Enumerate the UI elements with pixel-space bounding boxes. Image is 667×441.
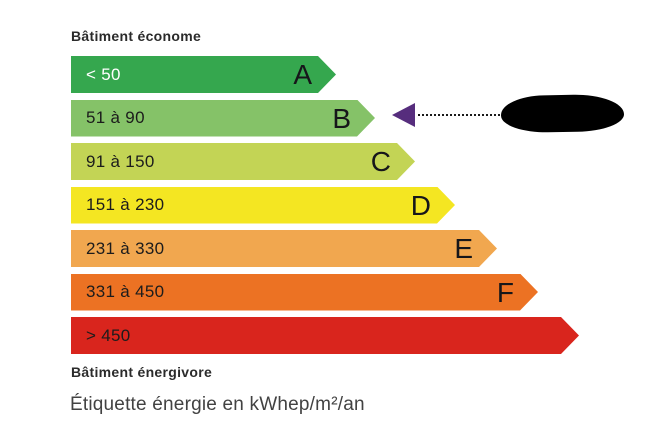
bar-f-grade-letter: F: [496, 276, 514, 308]
bar-grade-g: > 450: [71, 317, 579, 354]
bar-grade-a: < 50 A: [71, 56, 336, 93]
bar-grade-e: 231 à 330 E: [71, 230, 497, 267]
bar-b-range-label: 51 à 90: [86, 108, 145, 127]
bar-grade-c: 91 à 150 C: [71, 143, 415, 180]
label-caption: Étiquette énergie en kWhep/m²/an: [70, 394, 365, 415]
label-economical-building: Bâtiment économe: [71, 28, 202, 44]
bar-grade-d: 151 à 230 D: [71, 187, 455, 224]
rating-arrow-icon: [392, 103, 415, 127]
bar-c-grade-letter: C: [370, 146, 391, 177]
rating-bars: < 50 A 51 à 90 B 91 à 150 C 151 à 230 D …: [71, 56, 579, 361]
redaction-blob: [500, 93, 625, 134]
bar-a-range-label: < 50: [86, 64, 121, 84]
bar-a-grade-letter: A: [293, 59, 312, 90]
bar-d-grade-letter: D: [410, 189, 431, 221]
bar-b-grade-letter: B: [332, 102, 351, 134]
bar-grade-b: 51 à 90 B: [71, 100, 375, 137]
bar-grade-f: 331 à 450 F: [71, 274, 538, 311]
bar-e-grade-letter: E: [454, 233, 473, 264]
bar-c-range-label: 91 à 150: [86, 151, 155, 171]
dotted-leader-line: [418, 114, 500, 116]
bar-g-range-label: > 450: [86, 325, 131, 345]
bar-f-range-label: 331 à 450: [86, 282, 165, 301]
label-energy-hungry-building: Bâtiment énergivore: [71, 364, 213, 380]
bar-e-range-label: 231 à 330: [86, 238, 165, 258]
bar-d-range-label: 151 à 230: [86, 195, 165, 214]
